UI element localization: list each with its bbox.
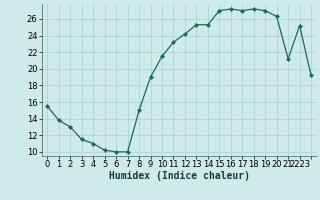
X-axis label: Humidex (Indice chaleur): Humidex (Indice chaleur) bbox=[109, 171, 250, 181]
